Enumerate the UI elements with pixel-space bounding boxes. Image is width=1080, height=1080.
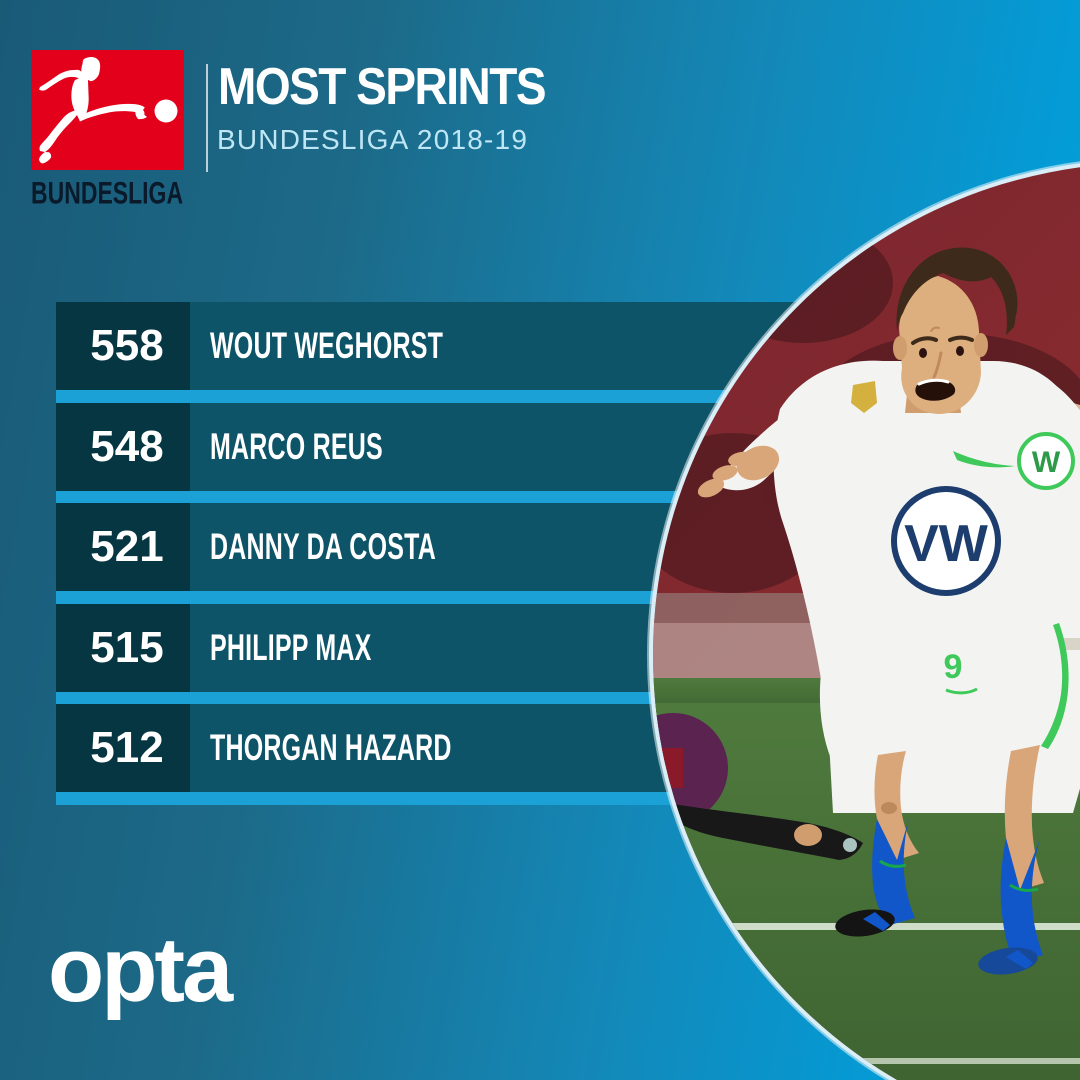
svg-text:W: W bbox=[1032, 446, 1061, 479]
svg-text:9: 9 bbox=[944, 648, 963, 686]
svg-text:VW: VW bbox=[904, 515, 989, 573]
